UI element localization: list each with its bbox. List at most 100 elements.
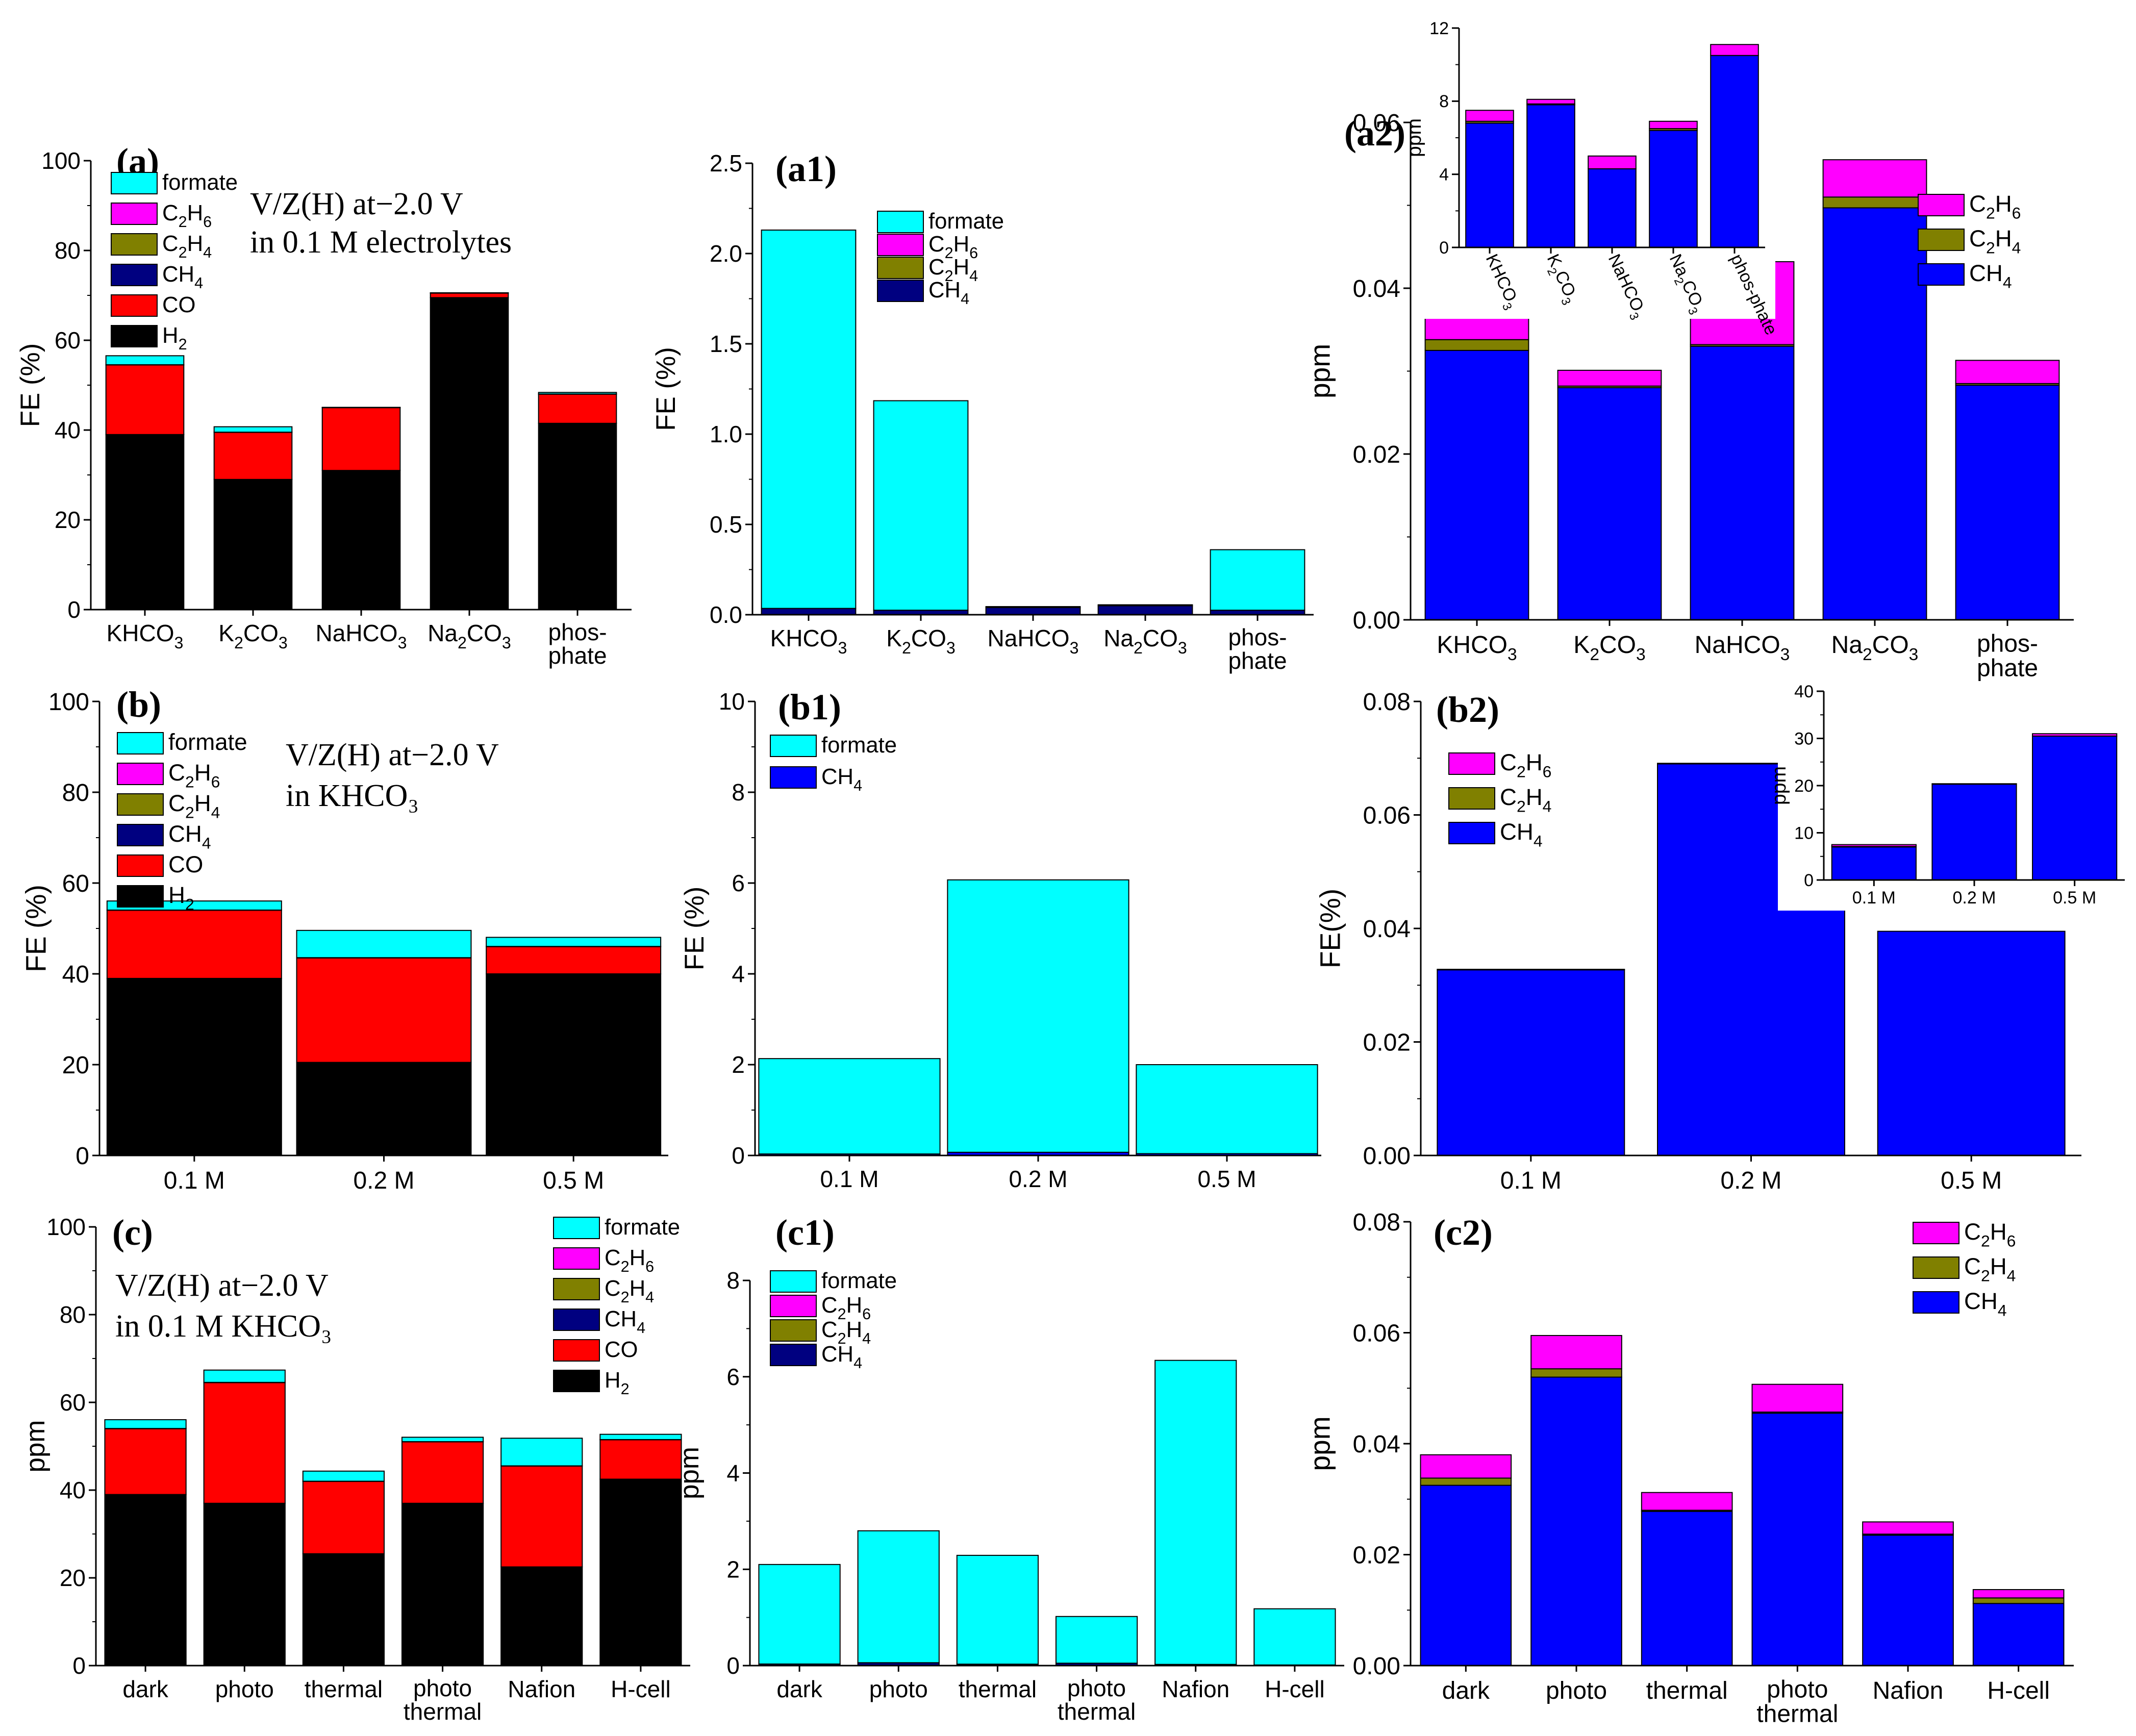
label-subscript: 4 xyxy=(853,777,862,794)
legend-swatch-CH4 xyxy=(1913,1291,1959,1314)
label-text: CH xyxy=(821,1342,853,1367)
label-text: H-cell xyxy=(611,1676,671,1702)
label-subscript: 6 xyxy=(211,773,220,791)
x-tick-label: 0.2 M xyxy=(1009,1166,1067,1192)
label-subscript: 2 xyxy=(1134,639,1143,657)
y-axis-label: ppm xyxy=(1768,766,1790,805)
y-tick-label: 100 xyxy=(48,689,89,716)
label-text: 0.5 M xyxy=(2053,888,2096,908)
label-subscript: 3 xyxy=(1070,639,1079,657)
bar-CO-0 xyxy=(105,364,185,435)
legend-swatch-H2 xyxy=(553,1370,600,1392)
label-subscript: 2 xyxy=(185,895,194,914)
legend-label-C2H6: C2H6 xyxy=(162,200,212,231)
x-tick-label: dark xyxy=(776,1676,822,1702)
legend-label-CH4: CH4 xyxy=(821,1342,862,1372)
bar-H2-3 xyxy=(401,1502,484,1667)
label-text: 0.1 M xyxy=(164,1167,225,1194)
bar-formate-1 xyxy=(873,400,969,611)
bar-CO-2 xyxy=(321,407,401,471)
label-text: CO xyxy=(605,1337,638,1362)
y-tick-label: 0 xyxy=(726,1652,740,1679)
legend-label-CH4: CH4 xyxy=(928,278,969,308)
panel-label: (b) xyxy=(116,684,161,725)
legend-swatch-CH4 xyxy=(877,280,924,302)
y-axis-label: FE (%) xyxy=(20,885,52,972)
label-subscript: 3 xyxy=(279,634,288,652)
legend-swatch-CO xyxy=(117,854,164,877)
label-subscript: 3 xyxy=(174,634,184,652)
label-text: Na xyxy=(1103,625,1134,651)
x-tick-label: 0.1 M xyxy=(1500,1167,1562,1194)
x-tick-label: NaHCO3 xyxy=(988,625,1079,657)
legend-label-C2H6: C2H6 xyxy=(1500,749,1551,781)
label-subscript: 6 xyxy=(1543,763,1552,781)
y-axis-label: ppm xyxy=(674,1447,705,1499)
x-tick-label: phos- xyxy=(1977,630,2038,657)
y-tick-label: 40 xyxy=(60,1477,86,1503)
x-tick-label: KHCO3 xyxy=(1437,632,1517,664)
y-tick-label: 8 xyxy=(1439,92,1449,111)
label-text: H xyxy=(1526,784,1543,810)
legend-label-CH4: CH4 xyxy=(1964,1288,2007,1320)
label-text: C xyxy=(605,1276,621,1301)
legend-swatch-C2H6 xyxy=(770,1295,817,1317)
label-text: K xyxy=(218,620,234,646)
label-subscript: 4 xyxy=(645,1289,654,1306)
legend-swatch-C2H4 xyxy=(1918,229,1965,251)
label-text: dark xyxy=(122,1676,168,1702)
legend-swatch-formate xyxy=(117,732,164,754)
legend-label-C2H6: C2H6 xyxy=(168,760,220,791)
bar-H2-0 xyxy=(105,434,185,610)
label-subscript: 2 xyxy=(185,773,194,791)
bar-CO-4 xyxy=(500,1465,583,1568)
chart-b: 0 20 40 60 80 100 0.1 M 0.2 M 0.5 M FE (%) (b) form… xyxy=(20,684,668,1194)
x-tick-label: K2CO3 xyxy=(886,625,956,657)
bar-CH4-0 xyxy=(1424,349,1529,620)
label-text: C xyxy=(1500,784,1517,810)
label-text: CH xyxy=(605,1306,637,1331)
label-text: photo xyxy=(1546,1677,1607,1704)
label-text: KHCO xyxy=(770,625,838,651)
legend-label-H2: H2 xyxy=(162,323,187,353)
bar-CH4-3 xyxy=(1751,1413,1844,1666)
legend-label-C2H4: C2H4 xyxy=(1964,1253,2016,1285)
label-subscript: 2 xyxy=(185,803,194,822)
label-text: H xyxy=(1995,225,2012,251)
y-axis-label: ppm xyxy=(20,1420,51,1473)
bar-CH4-3 xyxy=(1649,130,1698,248)
legend-label-CH4: CH4 xyxy=(1500,819,1543,850)
label-text: C xyxy=(928,255,945,280)
bar-CO-4 xyxy=(538,393,617,424)
label-text: formate xyxy=(168,729,247,755)
label-text: formate xyxy=(928,209,1004,234)
bar-CH4-3 xyxy=(1097,605,1193,616)
bar-CO-5 xyxy=(599,1439,682,1480)
label-subscript: 2 xyxy=(458,634,467,652)
legend-label-H2: H2 xyxy=(168,882,194,914)
bar-CO-1 xyxy=(203,1382,286,1504)
label-subscript: 6 xyxy=(2007,1232,2016,1250)
label-text: H xyxy=(187,200,204,225)
bar-CH4-4 xyxy=(1862,1534,1954,1666)
x-tick-label: photo xyxy=(1067,1675,1126,1701)
legend-swatch-formate xyxy=(111,172,158,194)
y-axis-label: FE(%) xyxy=(1315,889,1346,968)
legend-label-C2H4: C2H4 xyxy=(821,1317,871,1347)
label-subscript: 4 xyxy=(202,834,211,852)
y-tick-label: 0 xyxy=(76,1143,89,1170)
y-tick-label: 0 xyxy=(72,1652,86,1679)
x-tick-label: thermal xyxy=(305,1676,383,1702)
label-subscript: 4 xyxy=(2012,239,2021,257)
bar-C2H6-3 xyxy=(1822,159,1927,198)
label-subscript: 6 xyxy=(2012,204,2021,222)
label-text: CO xyxy=(1872,632,1909,659)
x-tick-label: KHCO3 xyxy=(107,620,184,652)
label-subscript: 4 xyxy=(637,1319,645,1337)
label-text: C xyxy=(1969,225,1986,251)
x-tick-label: 0.2 M xyxy=(353,1167,414,1194)
